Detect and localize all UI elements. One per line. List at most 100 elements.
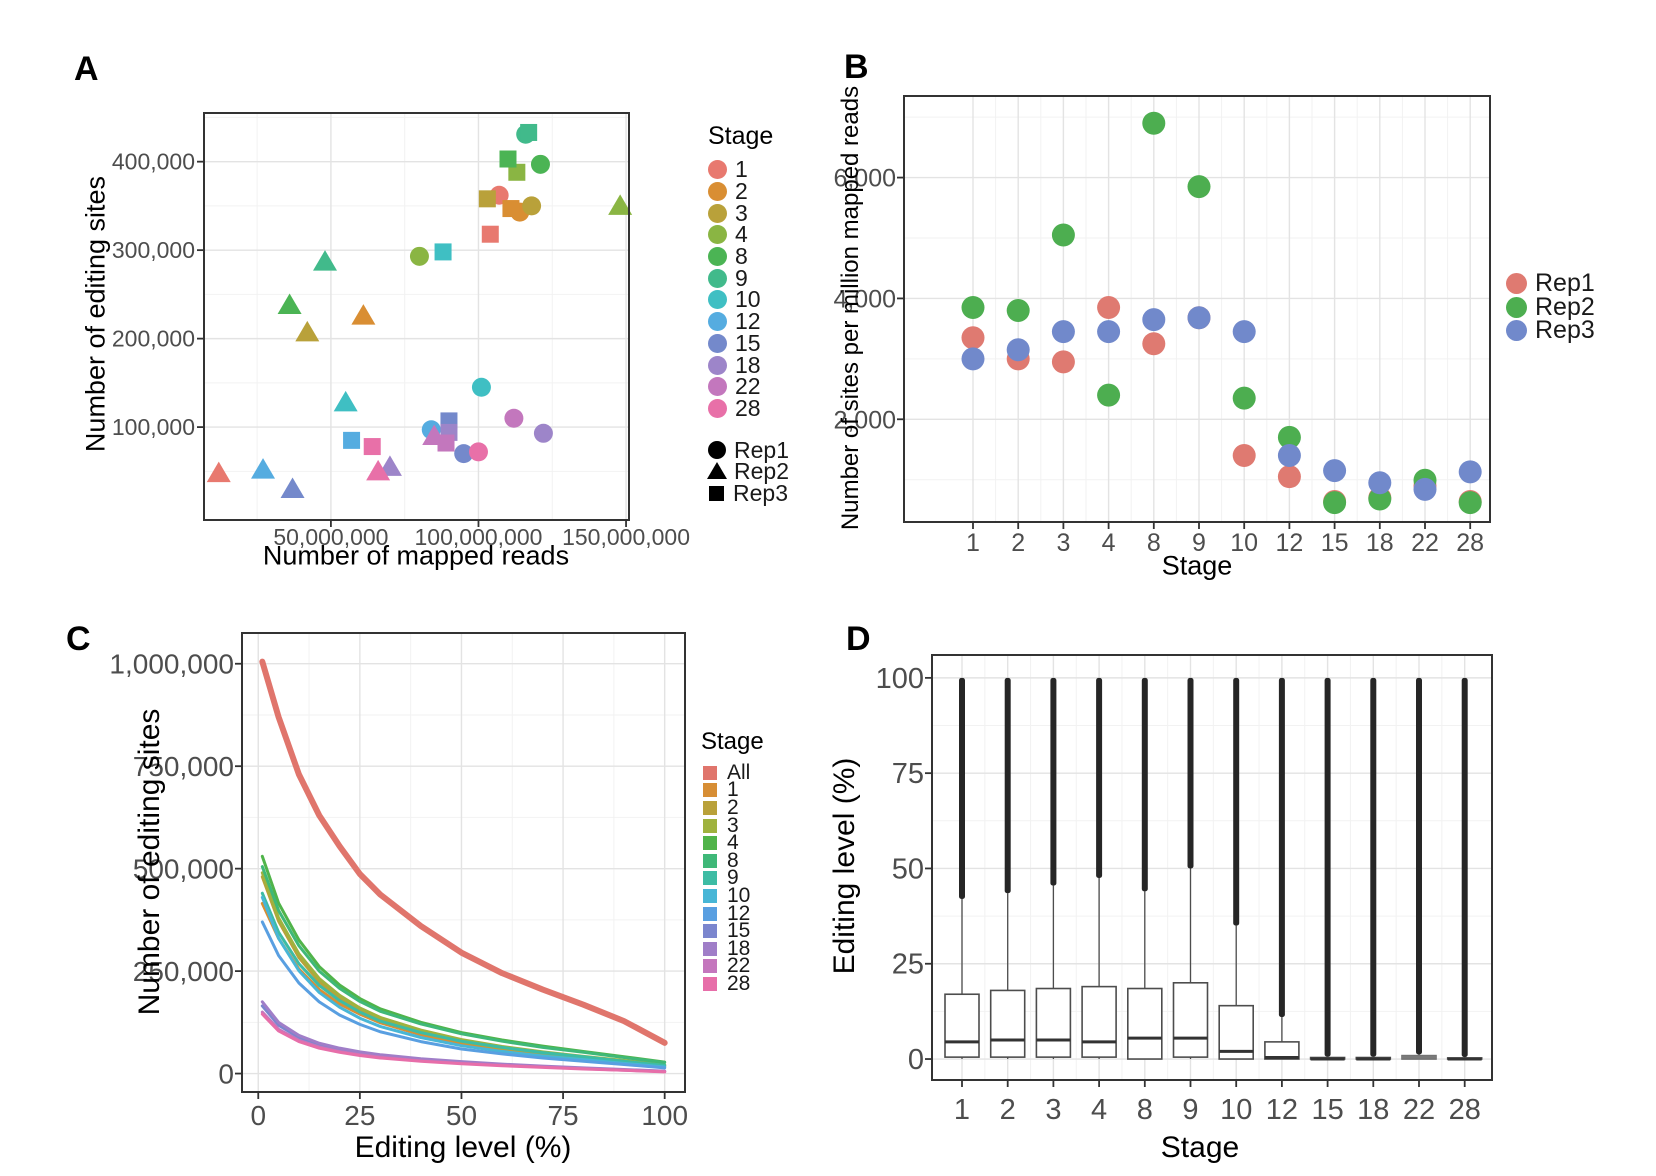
y-tick-label: 750,000	[133, 751, 234, 782]
panel-d-boxes	[944, 677, 1483, 1061]
rep-label: Rep2	[1535, 292, 1595, 321]
panel-b-letter: B	[844, 48, 869, 86]
stage-label: 8	[735, 243, 748, 270]
x-tick-label: 22	[1403, 1094, 1435, 1126]
point-stage-15-rep2	[280, 477, 305, 499]
point-rep3-stage-18	[1368, 471, 1392, 495]
x-tick-label: 10	[1230, 529, 1258, 557]
legend-a-shape-rep3: Rep3	[708, 479, 789, 506]
legend-a-stage-8: 8	[708, 243, 789, 270]
stage-color-swatch	[703, 941, 717, 956]
point-rep2-stage-18	[1368, 487, 1392, 511]
square-shape-icon	[709, 485, 724, 501]
point-rep2-stage-10	[1232, 386, 1256, 410]
stage-color-swatch	[703, 959, 717, 974]
legend-c-stage-8: 8	[701, 849, 764, 872]
box-stage-10-outlier-column	[1233, 677, 1240, 926]
box-stage-3-iqr-box	[1035, 987, 1072, 1058]
x-tick-label: 8	[1137, 1094, 1153, 1126]
legend-a-stage-9: 9	[708, 265, 789, 291]
point-stage-12-rep2	[251, 458, 276, 479]
stage-label: 18	[735, 351, 761, 378]
stage-color-swatch	[703, 765, 717, 780]
panel-b-legend-list: Rep1 Rep2 Rep3	[1506, 269, 1595, 344]
point-rep2-stage-3	[1051, 223, 1075, 247]
panel-d-y-axis-title: Editing level (%)	[828, 757, 861, 975]
line-stage-9	[260, 891, 667, 1067]
y-tick-label: 100,000	[112, 414, 195, 440]
panel-b-y-axis-title: Number of sites per million mapped reads	[837, 85, 864, 531]
point-rep2-stage-8	[1142, 111, 1166, 135]
stage-label: 9	[727, 866, 739, 890]
stage-label: 2	[735, 178, 748, 205]
legend-c-stage-15: 15	[701, 919, 764, 942]
stage-color-swatch	[703, 783, 717, 798]
legend-c-stage-9: 9	[701, 866, 764, 889]
point-stage-3-rep2	[295, 320, 320, 342]
legend-c-stage-18: 18	[701, 937, 764, 960]
stage-color-swatch	[703, 888, 717, 903]
point-stage-10-rep1	[471, 377, 491, 397]
panel-a-letter: A	[74, 50, 99, 88]
rep-label: Rep3	[1535, 315, 1595, 344]
rep-label: Rep3	[733, 479, 788, 506]
legend-a-shape-rep2: Rep2	[707, 458, 789, 484]
box-stage-9-outlier-column	[1187, 677, 1194, 869]
y-tick-label: 100	[876, 663, 924, 695]
box-stage-4-outlier-column	[1096, 677, 1103, 878]
y-tick-label: 400,000	[112, 149, 195, 175]
stage-color-swatch	[703, 853, 717, 868]
triangle-shape-icon	[707, 462, 727, 479]
panel-c-legend-title: Stage	[701, 728, 764, 755]
x-tick-label: 2	[1000, 1094, 1016, 1126]
point-rep3-stage-10	[1232, 320, 1256, 344]
point-stage-28-rep1	[468, 442, 488, 462]
stage-color-swatch	[708, 182, 727, 202]
legend-b-rep2: Rep2	[1506, 293, 1595, 321]
point-stage-15-rep1	[454, 444, 474, 464]
panel-a-stage-legend-list: 1 2 3 4 8 9 10 12 15 18 22 28	[708, 156, 789, 421]
stage-color-swatch	[703, 871, 717, 886]
point-rep2-stage-12	[1277, 425, 1301, 449]
legend-c-stage-2: 2	[701, 796, 764, 819]
point-stage-8-rep2	[277, 293, 302, 314]
legend-c-stage-28: 28	[701, 972, 764, 995]
panel-a-points	[206, 123, 633, 499]
line-stage-12	[260, 920, 667, 1070]
line-stage-8	[260, 865, 667, 1064]
point-stage-9-rep2	[313, 250, 338, 271]
stage-label: 22	[727, 954, 751, 978]
panel-b-legend: Rep1 Rep2 Rep3	[1506, 269, 1595, 344]
stage-label: 3	[735, 199, 748, 226]
y-tick-label: 25	[892, 949, 924, 981]
x-tick-label: 12	[1275, 529, 1303, 557]
legend-a-stage-15: 15	[708, 330, 789, 356]
panel-c-plot: 0 25 50 75 100 0 250,000 500,000 750,000 1,000,00…	[109, 632, 688, 1131]
legend-c-stage-12: 12	[701, 902, 764, 925]
x-tick-label: 9	[1182, 1094, 1198, 1126]
stage-label: 10	[735, 286, 761, 313]
point-rep2-stage-2	[1006, 299, 1030, 323]
point-stage-2-rep3	[502, 200, 520, 218]
box-stage-22-outlier-column	[1416, 677, 1422, 1055]
point-rep2-stage-15	[1323, 491, 1347, 515]
circle-shape-icon	[708, 441, 726, 459]
y-tick-label: 1,000,000	[109, 649, 234, 680]
y-tick-label: 6,000	[833, 165, 896, 193]
point-rep3-stage-28	[1458, 460, 1482, 484]
point-rep1-stage-12	[1277, 465, 1301, 489]
box-stage-12-outlier-column	[1278, 677, 1285, 1018]
x-tick-label: 1	[954, 1094, 970, 1126]
rep-label: Rep1	[734, 436, 789, 463]
x-tick-label: 0	[250, 1100, 266, 1131]
panel-c-plot-background	[242, 633, 685, 1092]
stage-color-swatch	[708, 160, 727, 180]
line-stage-28	[260, 1012, 667, 1074]
point-rep3-stage-12	[1277, 444, 1301, 468]
box-stage-12-iqr-box	[1264, 1041, 1300, 1060]
point-stage-8-rep3	[499, 150, 517, 168]
y-tick-label: 50	[892, 853, 924, 885]
x-tick-label: 100	[641, 1100, 688, 1131]
